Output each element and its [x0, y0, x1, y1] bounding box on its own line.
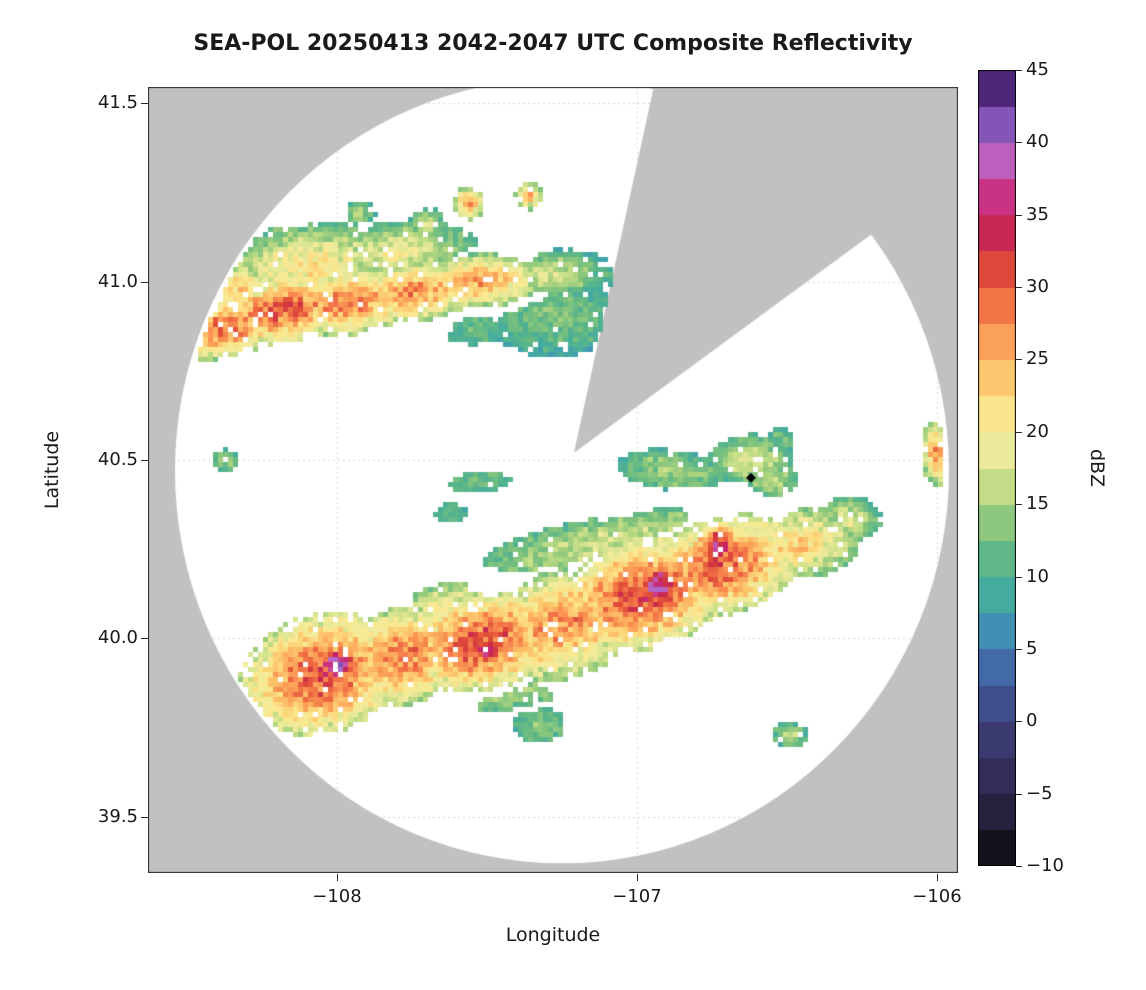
colorbar-tick-mark	[1016, 577, 1022, 578]
x-axis-label: Longitude	[505, 924, 601, 946]
y-tick-mark	[141, 460, 148, 461]
colorbar-tick-label: 5	[1026, 637, 1038, 659]
colorbar-tick-label: 35	[1026, 203, 1049, 225]
y-tick-mark	[141, 638, 148, 639]
chart-title: SEA-POL 20250413 2042-2047 UTC Composite…	[193, 31, 913, 56]
y-tick-label: 41.0	[97, 270, 138, 292]
x-tick-label: −108	[312, 886, 362, 907]
y-tick-mark	[141, 817, 148, 818]
colorbar-tick-label: −10	[1026, 855, 1064, 876]
x-tick-label: −107	[612, 886, 662, 907]
y-tick-label: 40.0	[97, 627, 138, 649]
y-axis-label: Latitude	[41, 430, 63, 510]
colorbar-canvas	[978, 70, 1016, 866]
colorbar-tick-mark	[1016, 287, 1022, 288]
colorbar-tick-mark	[1016, 866, 1022, 867]
y-tick-mark	[141, 282, 148, 283]
colorbar-tick-label: −5	[1026, 782, 1053, 804]
colorbar-tick-label: 0	[1026, 710, 1038, 732]
x-tick-mark	[337, 874, 338, 881]
colorbar-tick-mark	[1016, 359, 1022, 360]
colorbar-tick-label: 40	[1026, 131, 1049, 153]
y-tick-label: 39.5	[97, 805, 138, 827]
colorbar-tick-mark	[1016, 721, 1022, 722]
colorbar-tick-label: 45	[1026, 59, 1049, 80]
radar-plot-canvas	[148, 87, 958, 873]
colorbar-tick-mark	[1016, 142, 1022, 143]
colorbar-tick-mark	[1016, 432, 1022, 433]
colorbar-tick-mark	[1016, 504, 1022, 505]
y-tick-mark	[141, 103, 148, 104]
y-tick-label: 41.5	[97, 92, 138, 114]
x-tick-label: −106	[912, 886, 962, 907]
colorbar-tick-label: 15	[1026, 493, 1049, 515]
colorbar-tick-label: 30	[1026, 276, 1049, 298]
colorbar-tick-mark	[1016, 70, 1022, 71]
y-tick-label: 40.5	[97, 449, 138, 470]
colorbar-tick-label: 25	[1026, 348, 1049, 370]
x-tick-mark	[637, 874, 638, 881]
colorbar-label: dBZ	[1086, 448, 1108, 488]
colorbar-tick-label: 10	[1026, 565, 1049, 587]
colorbar-tick-mark	[1016, 794, 1022, 795]
colorbar-tick-mark	[1016, 215, 1022, 216]
colorbar-tick-label: 20	[1026, 420, 1049, 442]
x-tick-mark	[937, 874, 938, 881]
colorbar-tick-mark	[1016, 649, 1022, 650]
